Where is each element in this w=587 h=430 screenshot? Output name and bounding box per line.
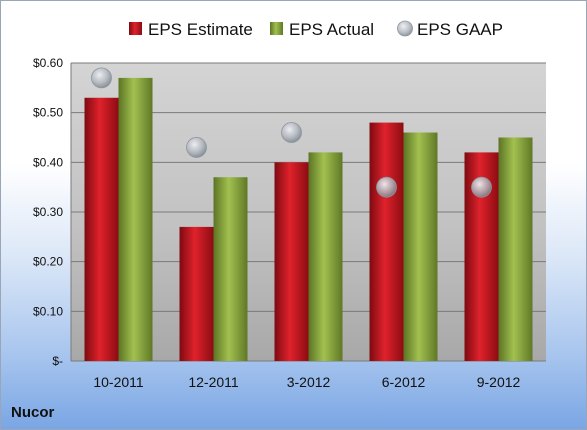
marker-eps-gaap — [91, 67, 112, 89]
marker-eps-gaap — [471, 176, 492, 198]
bar-eps-estimate — [179, 226, 214, 361]
x-axis-ticks: 10-2011 12-2011 3-2012 6-2012 9-2012 — [93, 374, 520, 390]
y-tick-label: $0.20 — [33, 255, 63, 269]
bar-eps-actual — [213, 177, 248, 361]
x-tick-label: 10-2011 — [93, 374, 144, 390]
x-tick-label: 9-2012 — [477, 374, 521, 390]
x-tick-label: 6-2012 — [382, 374, 426, 390]
bar-eps-actual — [403, 132, 438, 361]
gaap-markers — [91, 67, 492, 198]
y-axis-ticks: $- $0.10 $0.20 $0.30 $0.40 $0.50 $0.60 — [33, 56, 63, 368]
legend: EPS Estimate EPS Actual EPS GAAP — [129, 20, 503, 39]
y-tick-label: $- — [52, 354, 63, 368]
marker-eps-gaap — [376, 176, 397, 198]
y-tick-label: $0.10 — [33, 304, 63, 318]
bar-eps-estimate — [274, 162, 309, 361]
legend-swatch-actual — [270, 22, 283, 35]
y-tick-label: $0.40 — [33, 155, 63, 169]
y-tick-label: $0.50 — [33, 106, 63, 120]
y-tick-label: $0.30 — [33, 205, 63, 219]
legend-swatch-estimate — [129, 22, 142, 35]
legend-swatch-gaap — [397, 20, 413, 37]
legend-label: EPS Actual — [289, 20, 374, 39]
bar-eps-actual — [118, 77, 153, 362]
x-tick-label: 3-2012 — [287, 374, 331, 390]
bar-eps-actual — [308, 152, 343, 361]
bar-eps-actual — [498, 137, 533, 361]
company-label: Nucor — [11, 404, 55, 421]
legend-label: EPS Estimate — [148, 20, 253, 39]
marker-eps-gaap — [281, 122, 302, 143]
x-tick-label: 12-2011 — [188, 374, 239, 390]
bar-eps-estimate — [84, 97, 119, 362]
bars — [84, 77, 533, 362]
y-tick-label: $0.60 — [33, 56, 63, 70]
legend-label: EPS GAAP — [417, 20, 503, 39]
bar-eps-estimate — [369, 122, 404, 361]
marker-eps-gaap — [186, 137, 207, 158]
